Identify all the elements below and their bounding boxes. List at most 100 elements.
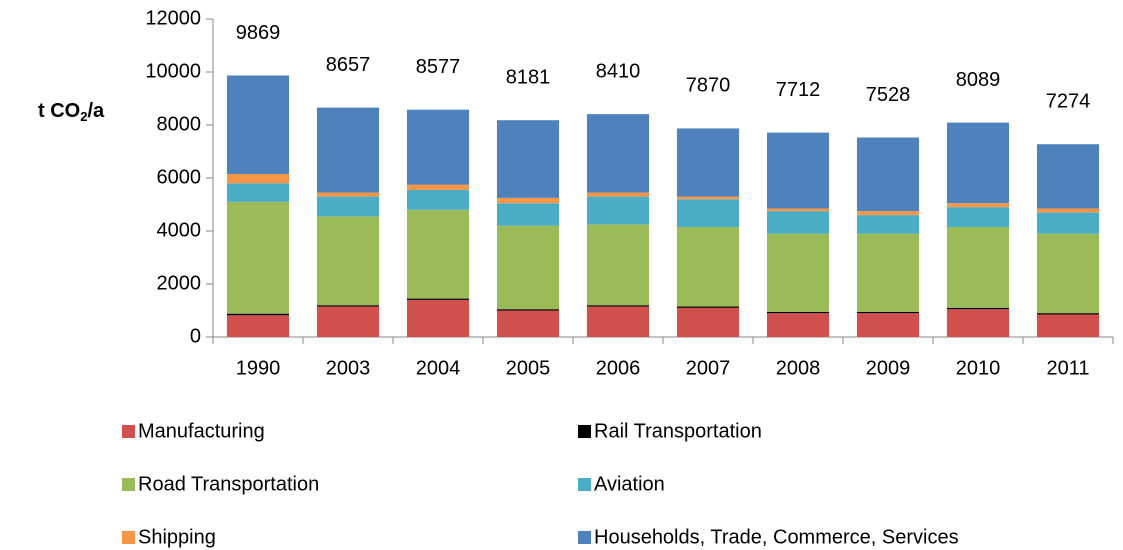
bar-segment (856, 233, 920, 312)
legend-swatch (578, 531, 591, 544)
legend-swatch (122, 478, 135, 491)
bar-segment (406, 299, 470, 337)
x-tick-label: 2007 (686, 357, 731, 379)
bar-segment (1036, 314, 1100, 337)
bar-segment (766, 233, 830, 312)
total-label: 7712 (776, 79, 821, 101)
bar-segment (856, 211, 920, 216)
bar-segment (1036, 313, 1100, 315)
total-label: 8089 (956, 69, 1001, 91)
y-tick-label: 4000 (157, 219, 202, 241)
bar-segment (586, 224, 650, 306)
bar-segment (496, 203, 560, 226)
bar-segment (226, 183, 290, 202)
x-tick-label: 2005 (506, 357, 551, 379)
bar-segment (856, 311, 920, 314)
bar-segment (406, 184, 470, 190)
y-tick-label: 8000 (157, 113, 202, 135)
total-label: 7528 (866, 84, 911, 106)
bar-segment (406, 298, 470, 300)
y-axis-title: t CO2/a (38, 100, 105, 124)
total-label: 8181 (506, 66, 551, 88)
bar-segment (856, 215, 920, 234)
bar-segment (226, 313, 290, 316)
y-axis-title-sub: 2 (80, 109, 87, 124)
bar-segment (406, 189, 470, 210)
bar-segment (316, 196, 380, 217)
bar-segment (676, 128, 740, 197)
y-axis-title-part: t CO (38, 100, 80, 122)
y-tick-label: 12000 (145, 7, 201, 29)
legend-swatch (122, 531, 135, 544)
total-label: 8657 (326, 54, 371, 76)
bar-segment (586, 114, 650, 193)
bar-segment (406, 209, 470, 299)
x-tick-label: 2008 (776, 357, 821, 379)
bar-segment (316, 306, 380, 337)
bar-segment (856, 137, 920, 212)
bar-segment (496, 120, 560, 198)
x-tick-label: 2003 (326, 357, 371, 379)
legend-label: Manufacturing (138, 420, 265, 442)
bar-segment (946, 307, 1010, 310)
total-label: 9869 (236, 22, 281, 44)
x-tick-label: 2009 (866, 357, 911, 379)
total-label: 8577 (416, 56, 461, 78)
total-label: 7870 (686, 75, 731, 97)
bar-segment (316, 192, 380, 197)
y-tick-label: 10000 (145, 60, 201, 82)
bar-segment (316, 107, 380, 193)
bar-segment (496, 197, 560, 204)
y-tick-label: 6000 (157, 166, 202, 188)
x-tick-label: 2004 (416, 357, 461, 379)
legend-swatch (578, 478, 591, 491)
legend-label: Road Transportation (138, 473, 319, 495)
bar-segment (586, 306, 650, 337)
bar-segment (946, 207, 1010, 228)
x-tick-label: 2006 (596, 357, 641, 379)
x-tick-label: 1990 (236, 357, 281, 379)
bar-segment (226, 174, 290, 184)
bar-segment (766, 211, 830, 234)
x-tick-label: 2010 (956, 357, 1001, 379)
bar-segment (1036, 208, 1100, 213)
legend-label: Shipping (138, 526, 216, 548)
bar-segment (1036, 212, 1100, 234)
bar-segment (226, 315, 290, 337)
bar-segment (496, 310, 560, 337)
bar-segment (766, 208, 830, 212)
bar-segment (316, 305, 380, 307)
legend-label: Rail Transportation (594, 420, 762, 442)
y-tick-label: 2000 (157, 272, 202, 294)
total-label: 7274 (1046, 91, 1091, 113)
legend-label: Aviation (594, 473, 665, 495)
bar-segment (676, 196, 740, 200)
bar-segment (316, 216, 380, 306)
bar-segment (946, 122, 1010, 204)
bar-segment (766, 313, 830, 337)
bar-segment (676, 227, 740, 307)
bar-segment (946, 309, 1010, 337)
bar-segment (1036, 144, 1100, 209)
bar-segment (586, 192, 650, 197)
bar-segment (766, 311, 830, 314)
bar-segment (856, 313, 920, 337)
y-axis-title-part: /a (87, 100, 105, 122)
bar-segment (226, 201, 290, 314)
y-tick-label: 0 (190, 325, 201, 347)
legend-swatch (122, 425, 135, 438)
legend-label: Households, Trade, Commerce, Services (594, 526, 959, 548)
bar-segment (496, 309, 560, 311)
x-tick-label: 2011 (1046, 357, 1089, 379)
bar-segment (586, 196, 650, 225)
bar-segment (1036, 233, 1100, 314)
legend-swatch (578, 425, 591, 438)
bar-segment (676, 307, 740, 337)
bar-segment (676, 199, 740, 228)
bar-segment (586, 305, 650, 307)
bar-segment (226, 75, 290, 175)
bar-segment (496, 225, 560, 310)
bar-segment (946, 227, 1010, 308)
total-label: 8410 (596, 60, 641, 82)
